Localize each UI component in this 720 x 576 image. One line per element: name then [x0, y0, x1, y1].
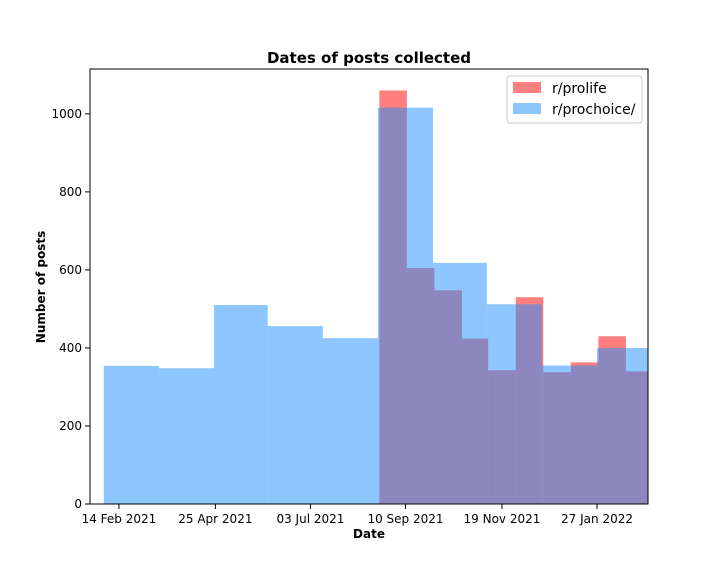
legend-swatch-prochoice [513, 103, 541, 114]
x-axis: 14 Feb 2021 25 Apr 2021 03 Jul 2021 10 Sep … [82, 504, 633, 526]
bar-r-prochoice-9 [597, 347, 648, 504]
legend-swatch-prolife [513, 82, 541, 93]
y-tick-label: 400 [59, 341, 82, 355]
y-tick-label: 0 [74, 497, 82, 511]
x-tick-label: 14 Feb 2021 [82, 512, 157, 526]
bar-r-prochoice-0 [103, 365, 159, 504]
x-axis-label: Date [353, 527, 385, 541]
legend-label-prolife: r/prolife [552, 81, 607, 97]
chart-title: Dates of posts collected [267, 49, 471, 67]
y-tick-label: 800 [59, 185, 82, 199]
bars-group [103, 90, 648, 504]
x-tick-label: 19 Nov 2021 [464, 512, 541, 526]
y-tick-label: 600 [59, 263, 82, 277]
bar-r-prochoice-3 [267, 326, 323, 504]
bar-r-prochoice-5 [377, 107, 434, 504]
legend-label-prochoice: r/prochoice/ [552, 102, 636, 118]
bar-r-prochoice-7 [486, 304, 542, 504]
legend: r/prolife r/prochoice/ [506, 75, 643, 124]
x-tick-label: 10 Sep 2021 [367, 512, 443, 526]
bar-r-prochoice-8 [541, 365, 598, 504]
x-tick-label: 27 Jan 2022 [561, 512, 633, 526]
bar-r-prochoice-6 [433, 262, 487, 504]
x-tick-label: 25 Apr 2021 [178, 512, 252, 526]
y-tick-label: 200 [59, 419, 82, 433]
bar-r-prochoice-4 [322, 338, 378, 504]
y-axis: 0 200 400 600 800 1000 [51, 107, 90, 511]
bar-r-prochoice-2 [214, 305, 268, 504]
y-axis-label: Number of posts [34, 231, 48, 343]
y-tick-label: 1000 [51, 107, 82, 121]
plot-frame [89, 68, 649, 505]
x-tick-label: 03 Jul 2021 [276, 512, 344, 526]
bar-r-prochoice-1 [158, 368, 214, 504]
